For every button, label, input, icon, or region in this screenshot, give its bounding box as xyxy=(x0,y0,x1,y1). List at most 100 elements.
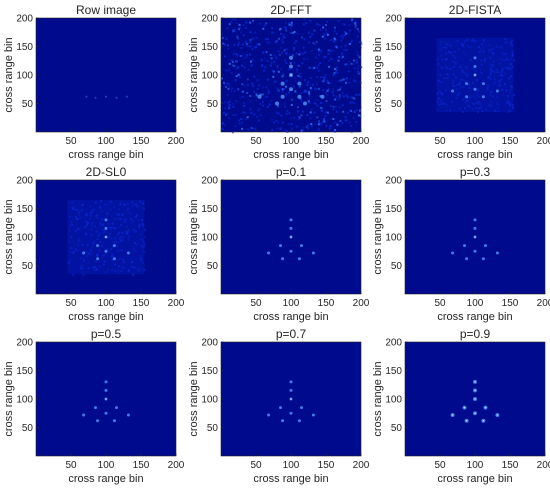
scatter-point xyxy=(289,249,293,253)
scatter-point xyxy=(465,95,469,99)
x-tick-label: 200 xyxy=(537,136,550,147)
y-tick-label: 150 xyxy=(16,204,33,215)
x-axis-label: cross range bin xyxy=(437,311,512,323)
x-axis-label: cross range bin xyxy=(437,149,512,161)
x-tick-label: 150 xyxy=(318,298,335,309)
scatter-point xyxy=(82,251,86,255)
subplot-7: p=0.5 50 100 150 200 50 100 150 200 cross range b… xyxy=(3,327,185,485)
x-tick-label: 50 xyxy=(65,460,77,471)
x-tick-label: 100 xyxy=(283,136,300,147)
scatter-point xyxy=(289,87,293,92)
scatter-point xyxy=(484,244,487,248)
scatter-point xyxy=(104,226,108,230)
scatter-point xyxy=(473,65,477,68)
y-tick-label: 100 xyxy=(16,71,33,82)
x-tick-label: 50 xyxy=(250,460,262,471)
x-tick-label: 50 xyxy=(434,298,446,309)
x-tick-label: 50 xyxy=(434,136,446,147)
scatter-point xyxy=(473,226,477,230)
y-tick-label: 50 xyxy=(391,99,403,110)
x-tick-label: 150 xyxy=(502,298,519,309)
scatter-point xyxy=(82,413,86,417)
scatter-point xyxy=(126,413,130,417)
x-tick-label: 150 xyxy=(133,136,150,147)
scatter-point xyxy=(267,413,271,417)
scatter-point xyxy=(115,96,118,99)
y-axis-label: cross range bin xyxy=(188,37,200,112)
scatter-point xyxy=(300,244,303,248)
scatter-point xyxy=(463,244,466,248)
scatter-point xyxy=(495,251,499,255)
scatter-point xyxy=(300,406,303,410)
x-axis-label: cross range bin xyxy=(253,149,328,161)
x-tick-label: 150 xyxy=(318,460,335,471)
scatter-point xyxy=(267,251,271,255)
x-tick-label: 200 xyxy=(353,460,370,471)
x-tick-label: 100 xyxy=(467,460,484,471)
x-axis-label: cross range bin xyxy=(253,473,328,485)
scatter-point xyxy=(311,251,315,255)
scatter-point xyxy=(280,94,285,99)
subplot-title: p=0.9 xyxy=(460,327,491,341)
y-tick-label: 50 xyxy=(207,261,219,272)
scatter-point xyxy=(280,81,285,86)
y-axis-label: cross range bin xyxy=(372,361,384,436)
scatter-point xyxy=(112,244,116,248)
y-tick-label: 200 xyxy=(201,14,218,25)
x-tick-label: 150 xyxy=(133,460,150,471)
y-tick-label: 200 xyxy=(16,14,33,25)
y-axis-label: cross range bin xyxy=(3,37,15,112)
scatter-point xyxy=(289,64,293,69)
y-tick-label: 50 xyxy=(391,423,403,434)
y-tick-label: 150 xyxy=(201,42,218,53)
y-tick-label: 100 xyxy=(16,233,33,244)
scatter-point xyxy=(104,95,108,98)
scatter-point xyxy=(104,388,108,392)
scatter-point xyxy=(289,218,293,222)
y-tick-label: 50 xyxy=(207,423,219,434)
y-tick-label: 100 xyxy=(385,233,402,244)
scatter-point xyxy=(289,380,293,384)
y-tick-label: 100 xyxy=(201,71,218,82)
scatter-point xyxy=(85,95,88,98)
y-tick-label: 150 xyxy=(201,366,218,377)
subplot-4: 2D-SL0 50 100 150 200 50 100 150 200 cross range … xyxy=(3,165,185,323)
subplot-9: p=0.9 50 100 150 200 50 100 150 200 cross range b… xyxy=(372,327,550,485)
y-tick-label: 200 xyxy=(385,176,402,187)
heatmap-texture xyxy=(221,18,363,134)
scatter-point xyxy=(481,257,485,261)
scatter-point xyxy=(297,257,301,261)
scatter-point xyxy=(289,226,293,230)
scatter-point xyxy=(289,388,293,392)
x-tick-label: 50 xyxy=(65,298,77,309)
x-tick-label: 50 xyxy=(250,136,262,147)
subplot-title: p=0.7 xyxy=(276,327,307,341)
scatter-point xyxy=(279,244,282,248)
y-axis-label: cross range bin xyxy=(3,361,15,436)
scatter-point xyxy=(94,406,97,410)
scatter-point xyxy=(465,82,469,86)
scatter-point xyxy=(289,411,293,415)
x-tick-label: 200 xyxy=(168,460,185,471)
scatter-point xyxy=(289,55,293,60)
y-tick-label: 200 xyxy=(16,176,33,187)
x-tick-label: 200 xyxy=(168,298,185,309)
x-tick-label: 100 xyxy=(98,136,115,147)
subplot-title: 2D-FISTA xyxy=(449,3,501,17)
y-tick-label: 100 xyxy=(385,395,402,406)
y-tick-label: 100 xyxy=(16,395,33,406)
scatter-point xyxy=(311,413,315,417)
x-tick-label: 100 xyxy=(283,460,300,471)
scatter-point xyxy=(297,81,302,86)
subplot-title: p=0.3 xyxy=(460,165,491,179)
scatter-point xyxy=(473,218,477,222)
x-tick-label: 200 xyxy=(353,298,370,309)
scatter-point xyxy=(279,406,282,410)
subplot-title: p=0.1 xyxy=(276,165,307,179)
x-tick-label: 100 xyxy=(283,298,300,309)
y-tick-label: 100 xyxy=(201,395,218,406)
y-tick-label: 200 xyxy=(201,176,218,187)
y-tick-label: 50 xyxy=(22,99,34,110)
scatter-point xyxy=(303,101,307,106)
